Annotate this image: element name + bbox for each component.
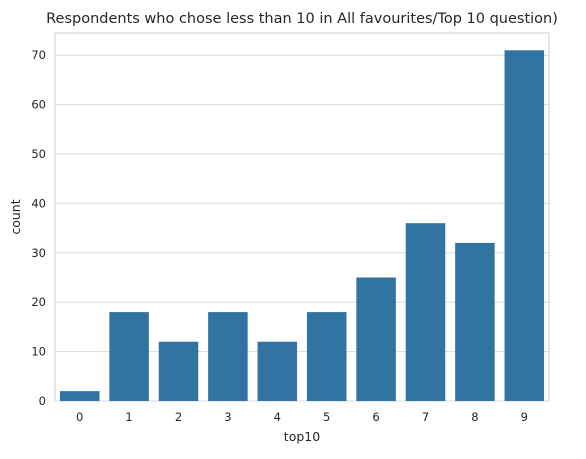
x-tick-labels: 0 1 2 3 4 5 6 7 8 9 — [76, 410, 528, 424]
x-tick-label: 0 — [76, 410, 83, 424]
y-tick-label: 40 — [31, 196, 46, 210]
bar-8 — [455, 242, 495, 401]
bars — [59, 50, 545, 402]
x-tick-label: 2 — [175, 410, 182, 424]
x-tick-label: 7 — [422, 410, 429, 424]
bar-2 — [158, 341, 199, 401]
x-tick-label: 1 — [125, 410, 132, 424]
y-tick-label: 30 — [31, 246, 46, 260]
bar-4 — [257, 341, 298, 401]
bar-3 — [208, 312, 248, 401]
y-tick-label: 50 — [31, 147, 46, 161]
x-tick-label: 4 — [274, 410, 281, 424]
bar-9 — [504, 50, 545, 402]
y-tick-labels: 0 10 20 30 40 50 60 70 — [31, 48, 46, 408]
x-tick-label: 6 — [372, 410, 379, 424]
x-tick-label: 8 — [471, 410, 478, 424]
x-tick-label: 5 — [323, 410, 330, 424]
y-tick-label: 10 — [31, 345, 46, 359]
y-tick-label: 70 — [31, 48, 46, 62]
y-tick-label: 0 — [39, 394, 46, 408]
bar-7 — [405, 223, 446, 401]
y-tick-label: 60 — [31, 98, 46, 112]
chart-title: Respondents who chose less than 10 in Al… — [46, 11, 558, 27]
bar-0 — [59, 391, 100, 401]
bar-5 — [306, 312, 347, 401]
y-tick-label: 20 — [31, 295, 46, 309]
x-tick-label: 9 — [521, 410, 528, 424]
x-tick-label: 3 — [224, 410, 231, 424]
y-axis-label: count — [8, 199, 23, 234]
bar-6 — [356, 277, 396, 401]
bar-1 — [109, 312, 149, 401]
x-axis-label: top10 — [284, 429, 320, 444]
